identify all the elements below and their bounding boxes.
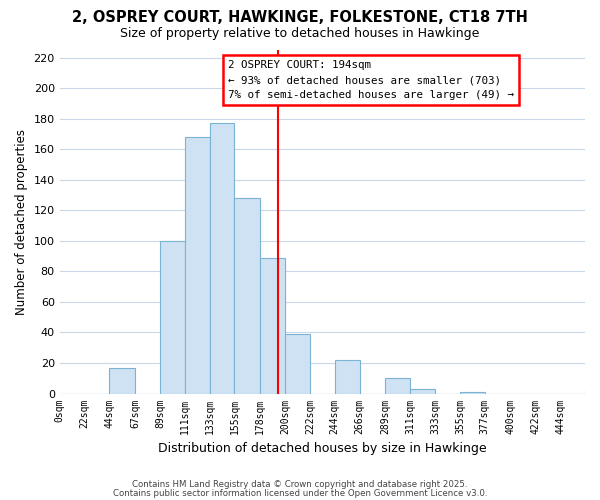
Bar: [285, 334, 310, 394]
Bar: [585, 389, 600, 394]
Bar: [260, 258, 285, 394]
Bar: [460, 392, 485, 394]
Bar: [109, 368, 135, 394]
Bar: [335, 360, 359, 394]
Text: Contains HM Land Registry data © Crown copyright and database right 2025.: Contains HM Land Registry data © Crown c…: [132, 480, 468, 489]
Bar: [160, 241, 185, 394]
Text: 2 OSPREY COURT: 194sqm
← 93% of detached houses are smaller (703)
7% of semi-det: 2 OSPREY COURT: 194sqm ← 93% of detached…: [228, 60, 514, 100]
Bar: [209, 124, 235, 394]
Text: 2, OSPREY COURT, HAWKINGE, FOLKESTONE, CT18 7TH: 2, OSPREY COURT, HAWKINGE, FOLKESTONE, C…: [72, 10, 528, 25]
Text: Contains public sector information licensed under the Open Government Licence v3: Contains public sector information licen…: [113, 490, 487, 498]
X-axis label: Distribution of detached houses by size in Hawkinge: Distribution of detached houses by size …: [158, 442, 487, 455]
Bar: [410, 389, 435, 394]
Text: Size of property relative to detached houses in Hawkinge: Size of property relative to detached ho…: [121, 28, 479, 40]
Bar: [385, 378, 410, 394]
Y-axis label: Number of detached properties: Number of detached properties: [15, 129, 28, 315]
Bar: [235, 198, 260, 394]
Bar: [185, 137, 209, 394]
